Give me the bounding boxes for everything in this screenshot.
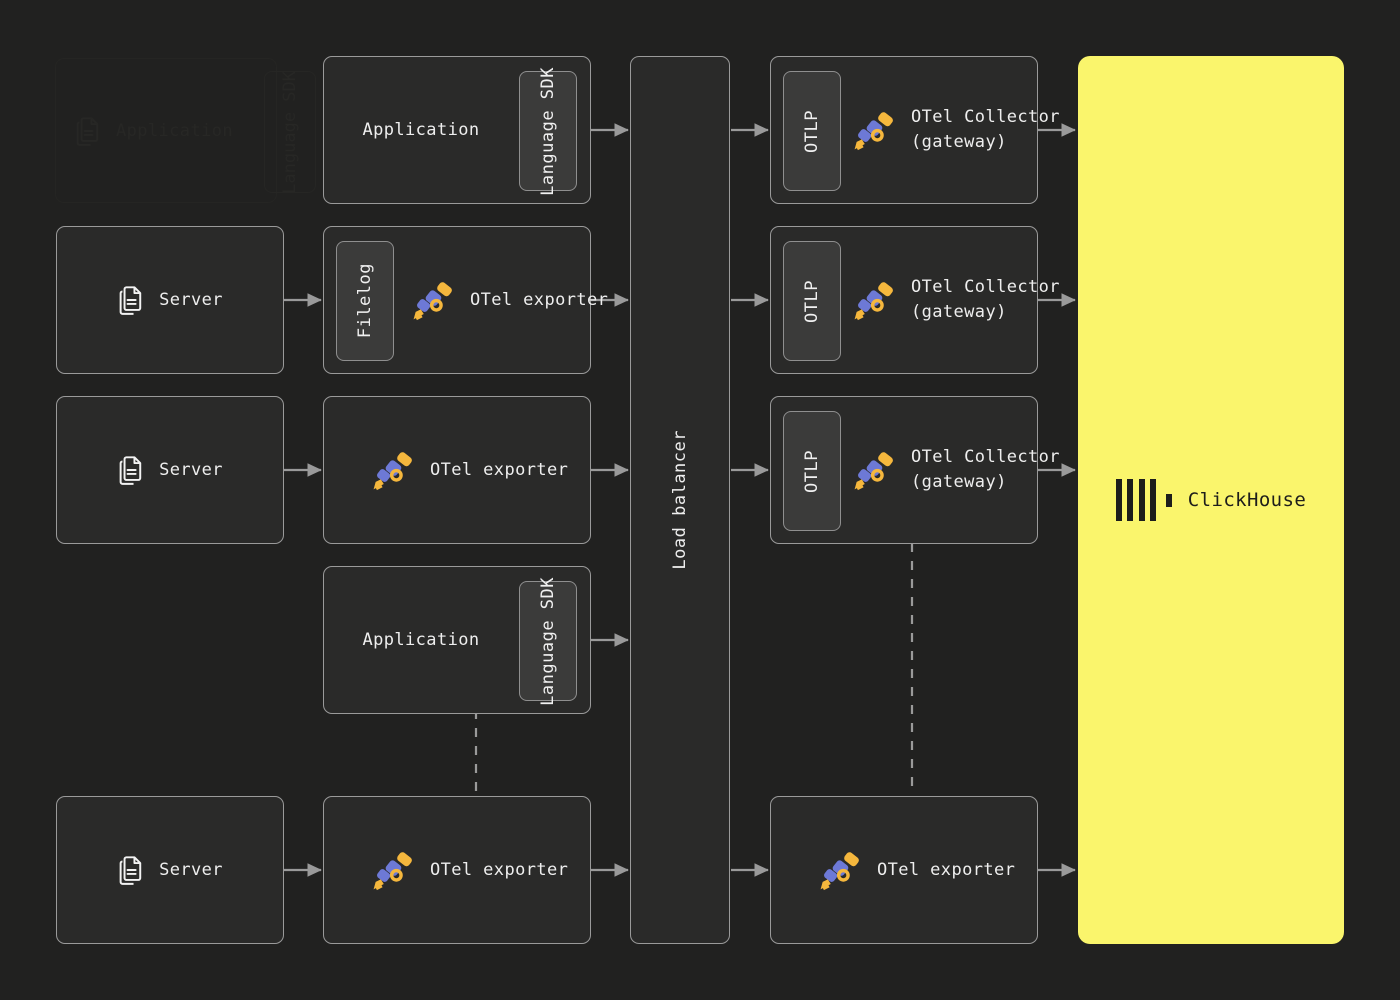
source-node-server-1[interactable]: Server	[56, 226, 284, 374]
gateway-node-exporter-4[interactable]: OTel exporter	[770, 796, 1038, 944]
filelog-panel[interactable]: Filelog	[336, 241, 394, 361]
documents-icon	[119, 856, 142, 885]
documents-icon	[76, 116, 99, 146]
documents-icon	[119, 286, 142, 315]
clickhouse-bar-3	[1138, 479, 1145, 521]
otlp-panel-2[interactable]: OTLP	[783, 241, 841, 361]
otlp-label-2: OTLP	[802, 279, 822, 323]
server-2-label: Server	[159, 459, 223, 480]
filelog-exporter-content: OTel exporter	[410, 277, 608, 323]
ghost-label: Application	[116, 120, 233, 141]
agent-node-exporter-3[interactable]: OTel exporter	[323, 796, 591, 944]
source-node-server-3[interactable]: Server	[56, 796, 284, 944]
ghost-subpanel: Language SDK	[264, 71, 316, 193]
exporter-4-label: OTel exporter	[877, 859, 1016, 880]
exporter-2-content: OTel exporter	[370, 447, 568, 493]
clickhouse-brand: ClickHouse	[1115, 479, 1307, 521]
gateway-node-1[interactable]: OTLP OTel Collector (gateway)	[770, 56, 1059, 204]
server-1-content: Server	[57, 285, 283, 315]
ghost-subpanel-label: Language SDK	[280, 70, 300, 194]
otel-telescope-icon	[854, 282, 893, 321]
exporter-2-label: OTel exporter	[430, 459, 569, 480]
language-sdk-label-2: Language SDK	[538, 576, 558, 706]
application-2-label: Application	[362, 629, 480, 650]
application-node-2[interactable]: Application Language SDK	[323, 566, 591, 714]
exporter-3-content: OTel exporter	[370, 847, 568, 893]
otel-telescope-icon	[854, 112, 893, 151]
clickhouse-label: ClickHouse	[1187, 489, 1307, 511]
filelog-exporter-label: OTel exporter	[470, 289, 609, 310]
documents-icon	[119, 456, 142, 485]
exporter-4-content: OTel exporter	[817, 847, 1015, 893]
clickhouse-bar-2	[1127, 479, 1134, 521]
language-sdk-label-1: Language SDK	[538, 66, 558, 196]
gateway-2-label: OTel Collector (gateway)	[911, 277, 1060, 322]
gateway-2-content: OTel Collector (gateway)	[851, 275, 1060, 324]
otel-telescope-icon	[854, 452, 893, 491]
otel-telescope-icon	[413, 282, 452, 321]
gateway-1-content: OTel Collector (gateway)	[851, 105, 1060, 154]
ghost-row: Application	[74, 116, 233, 146]
clickhouse-bar-4	[1150, 479, 1157, 521]
server-1-label: Server	[159, 289, 223, 310]
otel-telescope-icon	[373, 452, 412, 491]
otel-telescope-icon	[820, 852, 859, 891]
server-3-label: Server	[159, 859, 223, 880]
source-node-server-2[interactable]: Server	[56, 396, 284, 544]
clickhouse-destination-panel[interactable]: ClickHouse	[1078, 56, 1344, 944]
server-3-content: Server	[57, 855, 283, 885]
agent-node-exporter-2[interactable]: OTel exporter	[323, 396, 591, 544]
otlp-label-1: OTLP	[802, 109, 822, 153]
application-1-label: Application	[362, 119, 480, 140]
gateway-node-3[interactable]: OTLP OTel Collector (gateway)	[770, 396, 1059, 544]
clickhouse-bar-1	[1115, 479, 1122, 521]
language-sdk-panel-2[interactable]: Language SDK	[519, 577, 577, 705]
otlp-label-3: OTLP	[802, 449, 822, 493]
gateway-1-label: OTel Collector (gateway)	[911, 107, 1060, 152]
load-balancer-node[interactable]: Load balancer	[630, 56, 730, 944]
load-balancer-label: Load balancer	[670, 430, 690, 570]
clickhouse-logo	[1115, 479, 1172, 521]
otlp-panel-3[interactable]: OTLP	[783, 411, 841, 531]
application-node-1[interactable]: Application Language SDK	[323, 56, 591, 204]
gateway-3-label: OTel Collector (gateway)	[911, 447, 1060, 492]
language-sdk-panel-1[interactable]: Language SDK	[519, 67, 577, 195]
otel-telescope-icon	[373, 852, 412, 891]
gateway-3-content: OTel Collector (gateway)	[851, 445, 1060, 494]
server-2-content: Server	[57, 455, 283, 485]
clickhouse-dot	[1165, 494, 1172, 507]
gateway-node-2[interactable]: OTLP OTel Collector (gateway)	[770, 226, 1059, 374]
ghost-application-artifact: Application Language SDK	[55, 58, 316, 203]
exporter-3-label: OTel exporter	[430, 859, 569, 880]
otlp-panel-1[interactable]: OTLP	[783, 71, 841, 191]
filelog-label: Filelog	[355, 263, 375, 339]
agent-node-filelog-exporter[interactable]: Filelog OTel exporter	[323, 226, 608, 374]
